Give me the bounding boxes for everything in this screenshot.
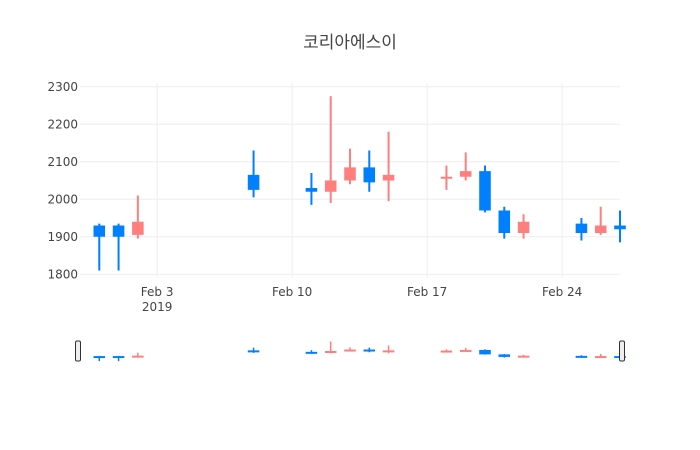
slider-candle xyxy=(594,353,607,359)
slider-candle-body xyxy=(324,351,337,353)
candle-decreasing[interactable] xyxy=(305,173,318,205)
candle-increasing[interactable] xyxy=(132,195,144,239)
slider-candle xyxy=(575,355,588,358)
candles-layer xyxy=(93,96,626,271)
candle-body xyxy=(363,167,376,183)
grid-layer xyxy=(80,83,620,278)
candle-increasing[interactable] xyxy=(344,148,356,185)
x-tick-label: Feb 17 xyxy=(407,285,447,299)
candle-body xyxy=(459,171,472,177)
slider-candle xyxy=(324,341,337,354)
slider-candle-body xyxy=(498,354,511,357)
candle-decreasing[interactable] xyxy=(363,150,376,192)
range-slider[interactable] xyxy=(75,340,626,362)
y-tick-label: 2000 xyxy=(47,192,78,206)
slider-candle-body xyxy=(344,349,356,352)
x-tick-label: Feb 24 xyxy=(542,285,582,299)
slider-candle xyxy=(517,354,530,358)
slider-candle-body xyxy=(479,349,491,355)
candle-increasing[interactable] xyxy=(594,206,607,235)
slider-candle-body xyxy=(363,349,376,352)
candle-body xyxy=(305,188,318,192)
candle-body xyxy=(112,225,125,237)
slider-candle-body xyxy=(594,356,607,359)
slider-candle xyxy=(382,345,395,354)
slider-candle xyxy=(479,349,491,355)
slider-candle-body xyxy=(112,356,125,359)
candle-body xyxy=(614,225,626,230)
candle-body xyxy=(498,210,511,233)
chart-title: 코리아에스이 xyxy=(303,33,397,53)
slider-candle-body xyxy=(247,350,260,353)
slider-candle-body xyxy=(440,350,453,353)
candle-decreasing[interactable] xyxy=(112,223,125,271)
slider-candle xyxy=(498,353,511,358)
slider-candle xyxy=(363,347,376,353)
candle-decreasing[interactable] xyxy=(614,210,626,243)
slider-candle xyxy=(440,349,453,353)
candle-body xyxy=(382,174,395,181)
slider-candle xyxy=(132,352,144,358)
candle-increasing[interactable] xyxy=(459,152,472,181)
candle-increasing[interactable] xyxy=(440,165,453,190)
slider-candle-body xyxy=(132,355,144,358)
candle-decreasing[interactable] xyxy=(93,223,106,271)
slider-candle-body xyxy=(517,355,530,358)
candle-body xyxy=(247,174,260,190)
candle-increasing[interactable] xyxy=(517,214,530,239)
slider-candle xyxy=(247,347,260,353)
y-tick-label: 1900 xyxy=(47,230,78,244)
y-tick-label: 1800 xyxy=(47,267,78,281)
candle-body xyxy=(575,223,588,233)
x-tick-sublabel: 2019 xyxy=(142,300,173,314)
candle-decreasing[interactable] xyxy=(247,150,260,198)
slider-candle-body xyxy=(459,349,472,352)
x-tick-label: Feb 10 xyxy=(272,285,312,299)
slider-candle-body xyxy=(305,351,318,354)
slider-handle-right[interactable] xyxy=(619,340,625,362)
slider-candle-body xyxy=(575,355,588,358)
y-tick-label: 2300 xyxy=(47,80,78,94)
x-tick-label: Feb 3 xyxy=(141,285,174,299)
y-tick-label: 2200 xyxy=(47,117,78,131)
candle-decreasing[interactable] xyxy=(479,165,491,213)
candle-body xyxy=(132,221,144,235)
slider-candle-body xyxy=(93,356,106,359)
slider-candle xyxy=(305,350,318,354)
y-axis: 1800 1900 2000 2100 2200 2300 xyxy=(47,80,78,282)
slider-handle-left[interactable] xyxy=(75,340,81,362)
slider-candle-body xyxy=(382,350,395,353)
slider-candle xyxy=(93,355,106,362)
candle-increasing[interactable] xyxy=(324,96,337,203)
candle-body xyxy=(479,171,491,211)
candle-body xyxy=(440,176,453,179)
slider-candle xyxy=(459,347,472,352)
candle-body xyxy=(517,221,530,233)
candle-body xyxy=(324,180,337,192)
candle-body xyxy=(594,225,607,233)
candle-decreasing[interactable] xyxy=(498,206,511,239)
candle-body xyxy=(93,225,106,237)
slider-candle xyxy=(344,347,356,352)
candle-increasing[interactable] xyxy=(382,131,395,202)
candle-decreasing[interactable] xyxy=(575,218,588,241)
candle-body xyxy=(344,167,356,181)
y-tick-label: 2100 xyxy=(47,155,78,169)
slider-candle xyxy=(112,355,125,362)
